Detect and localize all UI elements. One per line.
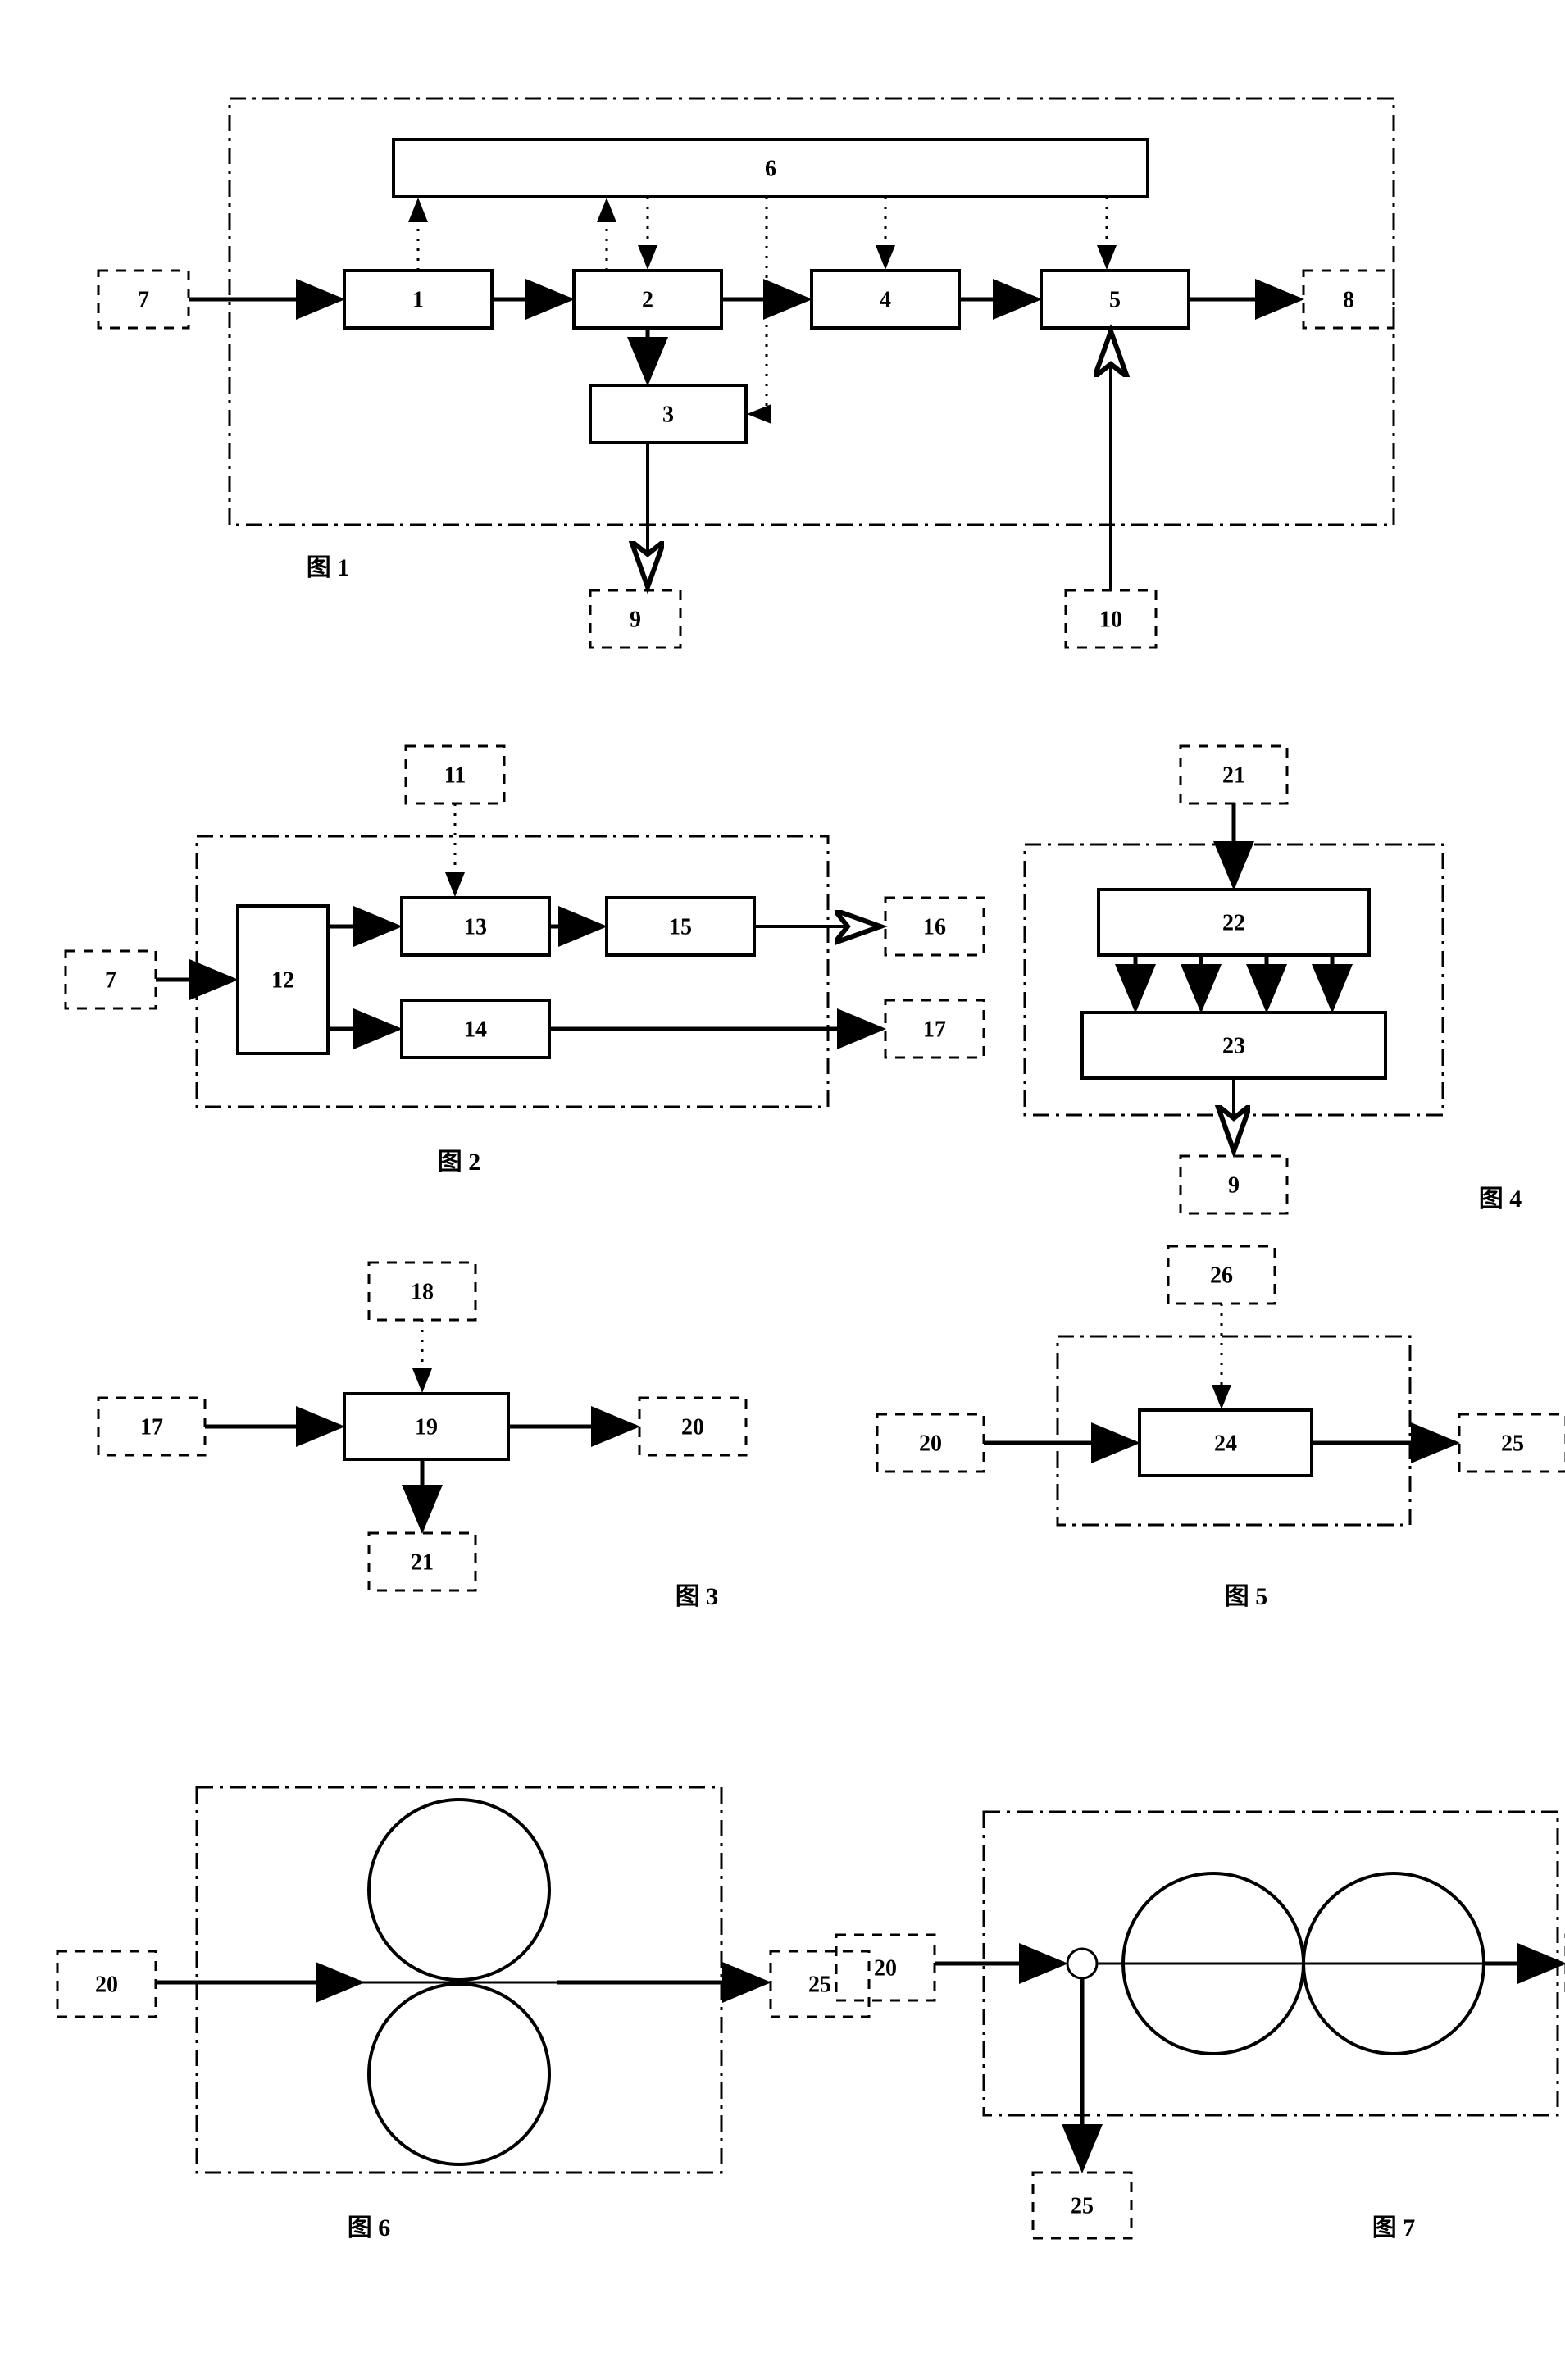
fig2: 12 13 14 15 11 7 16 17 [66, 746, 984, 1176]
svg-text:12: 12 [271, 967, 294, 993]
fig4-box-23: 23 [1082, 1013, 1385, 1078]
fig7-ext-25-bottom: 25 [1033, 2173, 1131, 2238]
fig1-box-2: 2 [574, 271, 721, 328]
svg-text:20: 20 [95, 1972, 118, 1997]
fig3-ext-18: 18 [369, 1263, 475, 1320]
fig3: 19 18 17 20 21 图 3 [98, 1263, 746, 1610]
svg-text:6: 6 [765, 156, 776, 181]
fig1-box-6: 6 [394, 139, 1148, 197]
svg-text:4: 4 [880, 287, 891, 312]
fig7-caption: 图 7 [1372, 2214, 1416, 2241]
svg-text:20: 20 [874, 1955, 897, 1981]
fig4-ext-9: 9 [1181, 1156, 1287, 1213]
svg-text:16: 16 [923, 914, 946, 940]
fig4-ext-21: 21 [1181, 746, 1287, 803]
svg-text:15: 15 [669, 914, 692, 940]
svg-text:9: 9 [1228, 1172, 1240, 1198]
fig5-ext-20: 20 [877, 1414, 984, 1472]
svg-text:26: 26 [1210, 1263, 1233, 1288]
svg-text:21: 21 [411, 1550, 434, 1575]
svg-text:5: 5 [1109, 287, 1121, 312]
fig4: 22 23 21 9 图 4 [1025, 746, 1522, 1213]
fig1-ext-8: 8 [1303, 271, 1394, 328]
fig1-caption: 图 1 [307, 554, 350, 581]
svg-text:9: 9 [630, 607, 641, 632]
fig2-ext-7: 7 [66, 951, 156, 1008]
svg-text:20: 20 [681, 1414, 704, 1440]
svg-text:24: 24 [1214, 1431, 1237, 1456]
svg-text:7: 7 [138, 287, 149, 312]
svg-text:7: 7 [105, 967, 116, 993]
svg-text:10: 10 [1099, 607, 1122, 632]
svg-text:2: 2 [642, 287, 653, 312]
fig2-ext-11: 11 [406, 746, 504, 803]
fig6-ext-25: 25 [771, 1951, 869, 2017]
fig3-caption: 图 3 [676, 1583, 719, 1610]
fig6: 20 25 图 6 [57, 1787, 869, 2241]
fig5-ext-26: 26 [1168, 1246, 1275, 1304]
fig6-ext-20: 20 [57, 1951, 156, 2017]
svg-text:14: 14 [464, 1017, 487, 1042]
fig6-top-roller [369, 1800, 549, 1980]
fig2-caption: 图 2 [438, 1149, 481, 1176]
fig2-box-14: 14 [402, 1000, 549, 1058]
dashed-6-3 [749, 197, 767, 414]
fig3-ext-20: 20 [639, 1398, 746, 1455]
svg-text:25: 25 [1071, 2193, 1094, 2218]
fig5-box-24: 24 [1140, 1410, 1312, 1476]
svg-text:25: 25 [808, 1972, 831, 1997]
fig7-ext-20: 20 [836, 1935, 935, 2000]
svg-text:1: 1 [412, 287, 424, 312]
fig2-box-13: 13 [402, 898, 549, 955]
svg-text:19: 19 [415, 1414, 438, 1440]
fig1-box-3: 3 [590, 385, 746, 443]
fig2-ext-17: 17 [885, 1000, 984, 1058]
fig1-ext-10: 10 [1066, 590, 1156, 648]
fig1-ext-7: 7 [98, 271, 189, 328]
fig1-ext-9: 9 [590, 590, 680, 648]
fig7: 20 25 25 图 7 [836, 1812, 1565, 2241]
svg-text:20: 20 [919, 1431, 942, 1456]
svg-text:18: 18 [411, 1279, 434, 1304]
fig1-box-5: 5 [1041, 271, 1189, 328]
fig2-box-12: 12 [238, 906, 328, 1053]
svg-text:3: 3 [662, 402, 674, 427]
svg-text:17: 17 [140, 1414, 163, 1440]
fig4-caption: 图 4 [1479, 1185, 1522, 1213]
svg-text:13: 13 [464, 914, 487, 940]
svg-text:25: 25 [1501, 1431, 1524, 1456]
fig6-bottom-roller [369, 1984, 549, 2164]
svg-text:23: 23 [1222, 1033, 1245, 1058]
fig3-ext-21: 21 [369, 1533, 475, 1590]
fig3-ext-17: 17 [98, 1398, 205, 1455]
diagram-canvas: 6 1 2 4 5 3 7 8 [16, 33, 1565, 2347]
fig2-box-15: 15 [607, 898, 754, 955]
fig5: 24 26 20 25 图 5 [877, 1246, 1565, 1610]
svg-text:8: 8 [1343, 287, 1354, 312]
fig2-ext-16: 16 [885, 898, 984, 955]
fig7-pivot-circle [1067, 1949, 1097, 1978]
svg-text:11: 11 [444, 762, 466, 788]
fig5-ext-25: 25 [1459, 1414, 1565, 1472]
fig1: 6 1 2 4 5 3 7 8 [98, 98, 1394, 648]
fig5-caption: 图 5 [1225, 1583, 1268, 1610]
svg-text:21: 21 [1222, 762, 1245, 788]
fig1-box-4: 4 [812, 271, 959, 328]
svg-text:17: 17 [923, 1017, 946, 1042]
fig1-box-1: 1 [344, 271, 492, 328]
fig3-box-19: 19 [344, 1394, 508, 1459]
fig6-caption: 图 6 [348, 2214, 391, 2241]
svg-text:22: 22 [1222, 910, 1245, 935]
fig4-box-22: 22 [1099, 890, 1369, 955]
